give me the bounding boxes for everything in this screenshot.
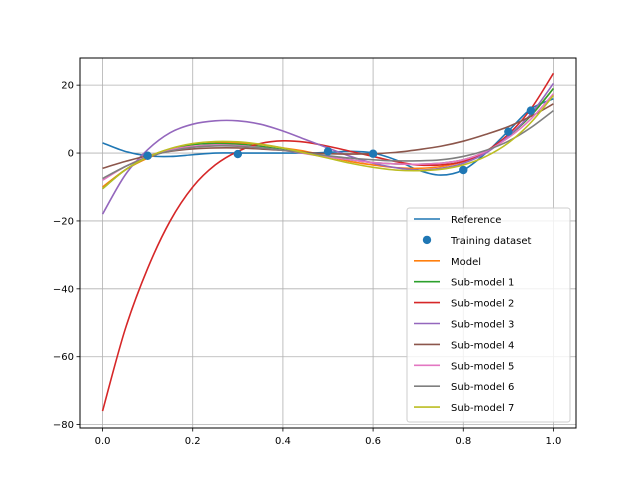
legend-label-reference: Reference	[451, 215, 501, 226]
y-tick-label: 20	[61, 81, 74, 92]
series-layer	[101, 72, 555, 412]
legend: Reference Training dataset Model Sub-model …	[406, 207, 571, 423]
y-tick-label: 0	[68, 149, 74, 160]
legend-label-sub-model-1: Sub-model 1	[451, 278, 514, 289]
sub-model-5-line	[102, 93, 555, 181]
plot-frame	[79, 57, 577, 429]
legend-label-sub-model-5: Sub-model 5	[451, 361, 514, 372]
legend-label-model: Model	[451, 257, 481, 268]
training-dataset-point	[233, 149, 243, 159]
training-dataset-point	[526, 106, 536, 115]
sub-model-7-line	[102, 94, 555, 190]
y-tick-label: −80	[53, 420, 74, 431]
legend-box	[406, 207, 571, 423]
x-tick-label: 0.2	[185, 436, 201, 447]
training-dataset-point	[323, 147, 333, 156]
legend-label-sub-model-6: Sub-model 6	[451, 382, 514, 393]
y-tick-label: −40	[53, 284, 74, 295]
legend-label-training-dataset: Training dataset	[450, 236, 532, 247]
x-tick-label: 0.0	[95, 436, 111, 447]
sub-model-6-line	[102, 109, 554, 180]
x-tick-label: 1.0	[546, 436, 562, 447]
y-tick-label: −20	[53, 216, 74, 227]
y-tick-label: −60	[53, 352, 74, 363]
axes: 0.0 0.2 0.4 0.6 0.8 1.0 −80 −60 −40 −20 0 20	[53, 81, 562, 447]
x-tick-label: 0.8	[455, 436, 471, 447]
legend-label-sub-model-7: Sub-model 7	[451, 403, 514, 414]
training-dataset-point	[368, 149, 378, 158]
x-tick-label: 0.4	[275, 436, 291, 447]
legend-label-sub-model-3: Sub-model 3	[451, 320, 514, 331]
training-dataset-point	[459, 165, 468, 175]
legend-marker-training-dataset	[422, 235, 432, 245]
legend-label-sub-model-2: Sub-model 2	[451, 299, 514, 310]
legend-label-sub-model-4: Sub-model 4	[451, 340, 514, 351]
x-tick-label: 0.6	[365, 436, 381, 447]
training-dataset-point	[143, 151, 152, 160]
training-dataset-point	[504, 127, 513, 136]
